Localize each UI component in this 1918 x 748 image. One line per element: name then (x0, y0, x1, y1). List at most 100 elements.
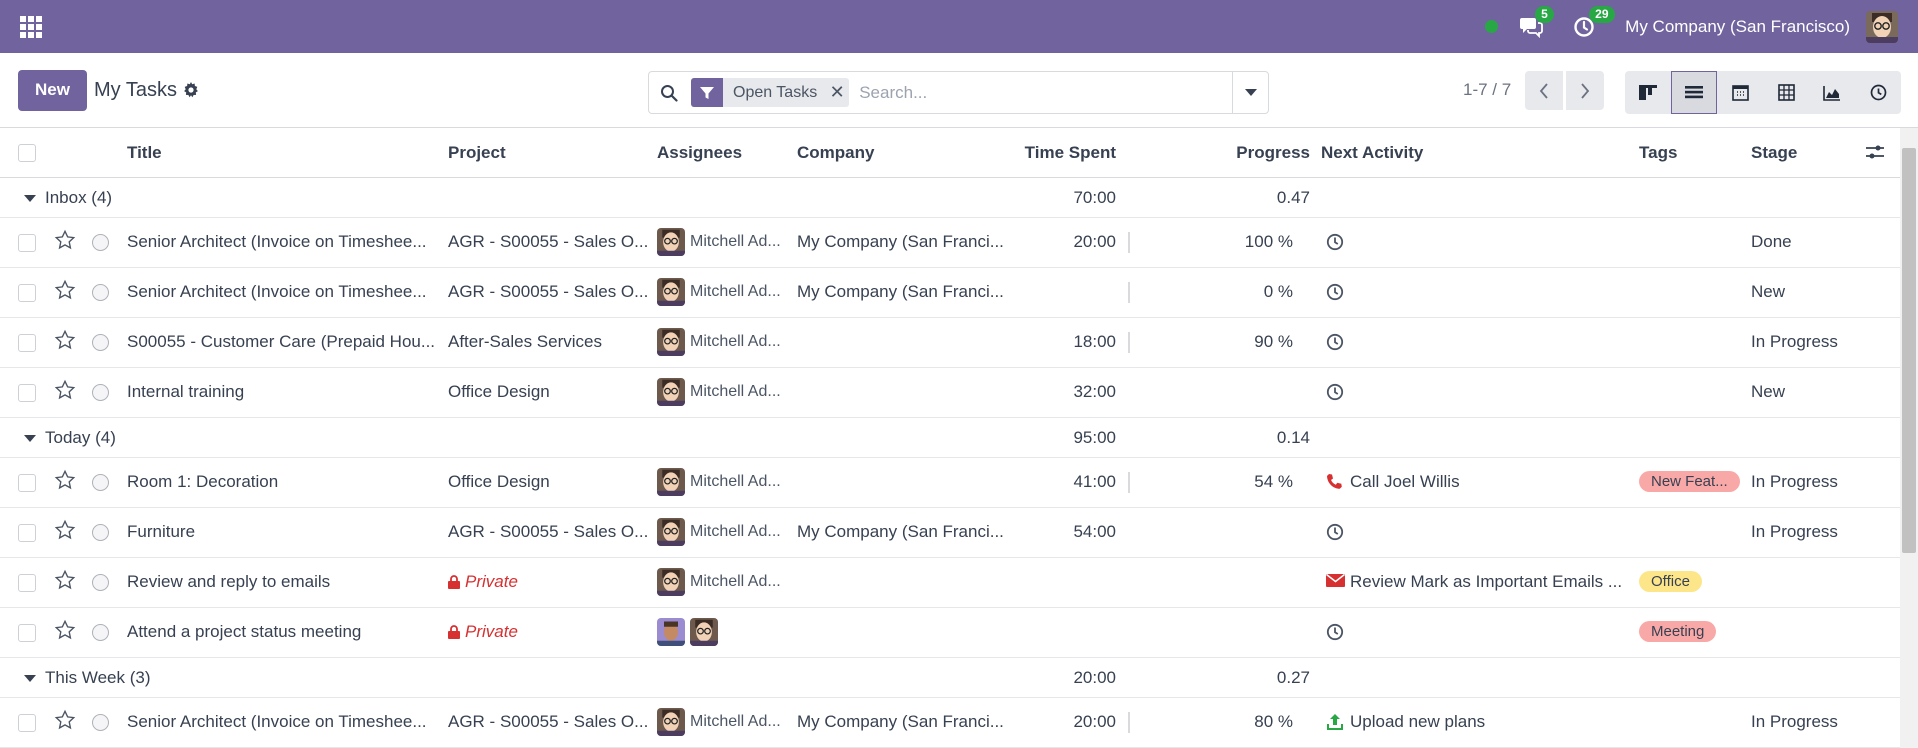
column-tags[interactable]: Tags (1639, 143, 1678, 162)
assignee[interactable]: Mitchell Ad... (657, 378, 781, 406)
assignee-avatars[interactable] (657, 618, 718, 646)
kanban-view-button[interactable] (1625, 71, 1671, 114)
assignee[interactable]: Mitchell Ad... (657, 468, 781, 496)
search-options-toggle[interactable] (1232, 72, 1268, 113)
phone-icon[interactable] (1326, 473, 1343, 495)
star-icon[interactable] (54, 379, 76, 406)
row-checkbox[interactable] (18, 574, 36, 592)
task-state-icon[interactable] (92, 474, 109, 491)
table-row[interactable]: Senior Architect (Invoice on Timeshee...… (0, 268, 1918, 318)
table-row[interactable]: S00055 - Customer Care (Prepaid Hou... A… (0, 318, 1918, 368)
star-icon[interactable] (54, 279, 76, 306)
calendar-view-button[interactable] (1717, 71, 1763, 114)
list-view-button[interactable] (1671, 71, 1717, 114)
next-activity[interactable]: Review Mark as Important Emails ... (1350, 572, 1623, 591)
column-stage[interactable]: Stage (1751, 143, 1798, 162)
column-next-activity[interactable]: Next Activity (1321, 143, 1424, 162)
vertical-scrollbar[interactable] (1900, 128, 1918, 748)
messaging-button[interactable]: 5 (1519, 5, 1554, 38)
column-assignees[interactable]: Assignees (657, 143, 743, 162)
table-row[interactable]: Internal training Office Design Mitchell… (0, 368, 1918, 418)
select-all-checkbox[interactable] (18, 144, 36, 162)
table-row[interactable]: Room 1: Decoration Office Design Mitchel… (0, 458, 1918, 508)
star-icon[interactable] (54, 329, 76, 356)
tag-badge[interactable]: Meeting (1639, 621, 1717, 642)
row-checkbox[interactable] (18, 284, 36, 302)
activities-button[interactable]: 29 (1573, 5, 1615, 38)
clock-icon[interactable] (1326, 623, 1344, 646)
clock-icon[interactable] (1326, 333, 1344, 356)
graph-view-button[interactable] (1809, 71, 1855, 114)
table-row[interactable]: Review and reply to emails Private Mitch… (0, 558, 1918, 608)
table-row[interactable]: Senior Architect (Invoice on Timeshee...… (0, 218, 1918, 268)
star-icon[interactable] (54, 469, 76, 496)
user-avatar[interactable] (1866, 10, 1898, 43)
row-checkbox[interactable] (18, 474, 36, 492)
row-checkbox[interactable] (18, 524, 36, 542)
task-state-icon[interactable] (92, 524, 109, 541)
pivot-view-button[interactable] (1763, 71, 1809, 114)
row-checkbox[interactable] (18, 384, 36, 402)
next-activity[interactable]: Upload new plans (1350, 712, 1486, 731)
project: Office Design (448, 382, 550, 401)
next-activity[interactable]: Call Joel Willis (1350, 472, 1460, 491)
column-project[interactable]: Project (448, 143, 506, 162)
group-header[interactable]: Inbox (4) 70:00 0.47 (0, 178, 1918, 218)
upload-icon[interactable] (1326, 713, 1344, 736)
facet-remove-icon[interactable]: ✕ (829, 82, 845, 102)
column-progress[interactable]: Progress (1236, 143, 1310, 162)
search-input[interactable] (859, 72, 1232, 113)
progress-value: 90 % (1254, 332, 1293, 351)
pager-next-button[interactable] (1566, 71, 1604, 110)
clock-icon[interactable] (1326, 383, 1344, 406)
table-row[interactable]: Furniture AGR - S00055 - Sales O... Mitc… (0, 508, 1918, 558)
table-row[interactable]: Attend a project status meeting Private … (0, 608, 1918, 658)
star-icon[interactable] (54, 519, 76, 546)
assignee[interactable]: Mitchell Ad... (657, 328, 781, 356)
apps-menu-icon[interactable] (20, 15, 42, 38)
task-state-icon[interactable] (92, 284, 109, 301)
activity-view-button[interactable] (1855, 71, 1901, 114)
new-button[interactable]: New (18, 69, 87, 111)
task-state-icon[interactable] (92, 624, 109, 641)
clock-icon[interactable] (1326, 283, 1344, 306)
task-state-icon[interactable] (92, 714, 109, 731)
tag-badge[interactable]: New Feat... (1639, 471, 1740, 492)
row-checkbox[interactable] (18, 714, 36, 732)
search-icon[interactable] (649, 84, 689, 102)
group-header[interactable]: Today (4) 95:00 0.14 (0, 418, 1918, 458)
envelope-icon[interactable] (1326, 573, 1345, 593)
pager-value[interactable]: 1-7 / 7 (1463, 80, 1512, 99)
group-header[interactable]: This Week (3) 20:00 0.27 (0, 658, 1918, 698)
optional-columns-icon[interactable] (1866, 144, 1884, 165)
row-checkbox[interactable] (18, 334, 36, 352)
assignee[interactable]: Mitchell Ad... (657, 228, 781, 256)
task-state-icon[interactable] (92, 574, 109, 591)
assignee-name: Mitchell Ad... (690, 523, 781, 540)
star-icon[interactable] (54, 619, 76, 646)
company-switcher[interactable]: My Company (San Francisco) (1625, 16, 1850, 36)
list-icon (1685, 85, 1703, 98)
row-checkbox[interactable] (18, 234, 36, 252)
star-icon[interactable] (54, 709, 76, 736)
tag-badge[interactable]: Office (1639, 571, 1702, 592)
star-icon[interactable] (54, 229, 76, 256)
column-company[interactable]: Company (797, 143, 875, 162)
column-title[interactable]: Title (127, 143, 162, 162)
scrollbar-thumb[interactable] (1902, 148, 1916, 553)
assignee[interactable]: Mitchell Ad... (657, 518, 781, 546)
task-state-icon[interactable] (92, 234, 109, 251)
clock-icon[interactable] (1326, 523, 1344, 546)
task-state-icon[interactable] (92, 334, 109, 351)
pager-previous-button[interactable] (1525, 71, 1563, 110)
assignee[interactable]: Mitchell Ad... (657, 278, 781, 306)
gear-icon[interactable] (183, 82, 199, 98)
assignee[interactable]: Mitchell Ad... (657, 568, 781, 596)
row-checkbox[interactable] (18, 624, 36, 642)
clock-icon[interactable] (1326, 233, 1344, 256)
table-row[interactable]: Senior Architect (Invoice on Timeshee...… (0, 698, 1918, 748)
star-icon[interactable] (54, 569, 76, 596)
column-time-spent[interactable]: Time Spent (1024, 143, 1116, 162)
assignee[interactable]: Mitchell Ad... (657, 708, 781, 736)
task-state-icon[interactable] (92, 384, 109, 401)
